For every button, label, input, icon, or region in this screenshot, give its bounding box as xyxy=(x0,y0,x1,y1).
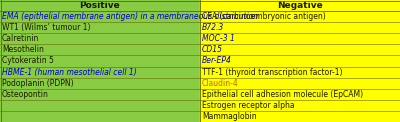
Text: TTF-1 (thyroid transcription factor-1): TTF-1 (thyroid transcription factor-1) xyxy=(202,68,342,76)
Text: MOC-3 1: MOC-3 1 xyxy=(202,34,235,43)
Bar xyxy=(200,22,400,33)
Bar xyxy=(0,33,200,44)
Text: Mesothelin: Mesothelin xyxy=(2,45,44,54)
Text: Negative: Negative xyxy=(277,1,323,10)
Text: CEA (carcinoembryonic antigen): CEA (carcinoembryonic antigen) xyxy=(202,12,326,21)
Bar xyxy=(200,11,400,22)
Bar xyxy=(0,111,200,122)
Text: Mammaglobin: Mammaglobin xyxy=(202,112,257,121)
Text: Calretinin: Calretinin xyxy=(2,34,39,43)
Text: EMA (epithelial membrane antigen) in a membraneous distribution: EMA (epithelial membrane antigen) in a m… xyxy=(2,12,258,21)
Bar xyxy=(200,66,400,78)
Bar xyxy=(200,89,400,100)
Bar xyxy=(0,44,200,55)
Text: Epithelial cell adhesion molecule (EpCAM): Epithelial cell adhesion molecule (EpCAM… xyxy=(202,90,363,99)
Text: Cytokeratin 5: Cytokeratin 5 xyxy=(2,56,54,65)
Bar xyxy=(0,66,200,78)
Bar xyxy=(0,11,200,22)
Bar xyxy=(0,78,200,89)
Text: Podoplanin (PDPN): Podoplanin (PDPN) xyxy=(2,79,74,88)
Bar xyxy=(200,111,400,122)
Bar xyxy=(200,55,400,66)
Bar xyxy=(0,55,200,66)
Bar xyxy=(0,100,200,111)
Text: CD15: CD15 xyxy=(202,45,223,54)
Text: B72.3: B72.3 xyxy=(202,23,224,32)
Text: Ber-EP4: Ber-EP4 xyxy=(202,56,232,65)
Text: HBME-1 (human mesothelial cell 1): HBME-1 (human mesothelial cell 1) xyxy=(2,68,137,76)
Bar xyxy=(0,22,200,33)
Bar xyxy=(0,89,200,100)
Bar xyxy=(0,0,200,11)
Text: Estrogen receptor alpha: Estrogen receptor alpha xyxy=(202,101,295,110)
Text: Positive: Positive xyxy=(80,1,120,10)
Bar xyxy=(200,44,400,55)
Bar xyxy=(200,0,400,11)
Text: Claudin-4: Claudin-4 xyxy=(202,79,239,88)
Text: WT1 (Wilms’ tumour 1): WT1 (Wilms’ tumour 1) xyxy=(2,23,90,32)
Text: Osteopontin: Osteopontin xyxy=(2,90,49,99)
Bar xyxy=(200,100,400,111)
Bar xyxy=(200,33,400,44)
Bar xyxy=(200,78,400,89)
